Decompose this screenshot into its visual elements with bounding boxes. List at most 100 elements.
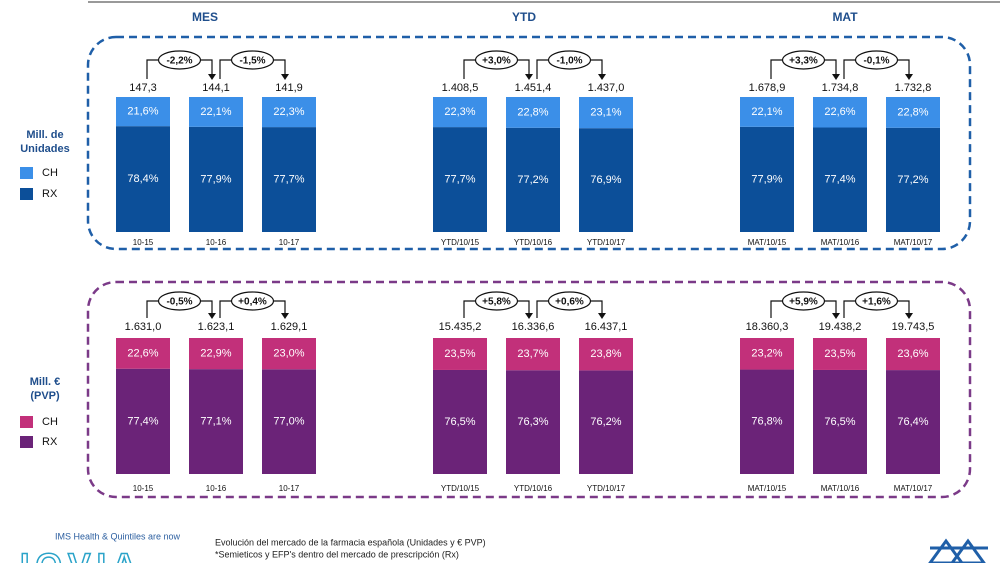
total-label: 1.629,1 (271, 321, 308, 333)
segment-label: 22,8% (897, 106, 928, 118)
footnote: *Semieticos y EFP's dentro del mercado d… (215, 549, 459, 559)
legend-label: CH (42, 416, 58, 428)
caption: Evolución del mercado de la farmacia esp… (215, 537, 486, 547)
segment-label: 22,3% (273, 106, 304, 118)
legend-label: RX (42, 436, 58, 448)
bar-segment (506, 97, 560, 128)
segment-label: 77,9% (751, 173, 782, 185)
segment-label: 23,7% (517, 348, 548, 360)
segment-label: 77,9% (200, 173, 231, 185)
category-label: MAT/10/17 (894, 238, 933, 247)
row-label: Mill. € (30, 376, 61, 388)
segment-label: 76,2% (590, 416, 621, 428)
bar-segment (433, 369, 487, 474)
total-label: 18.360,3 (746, 321, 789, 333)
change-badge (157, 50, 202, 70)
category-label: YTD/10/15 (441, 484, 480, 493)
segment-label: 23,5% (824, 348, 855, 360)
change-badge (474, 50, 519, 70)
change-arrowhead (905, 74, 913, 80)
legend-swatch (20, 416, 33, 428)
segment-label: 77,4% (824, 174, 855, 186)
change-badge (547, 50, 592, 70)
category-label: YTD/10/15 (441, 238, 480, 247)
category-label: MAT/10/15 (748, 484, 787, 493)
change-arrowhead (598, 313, 606, 319)
category-label: MAT/10/16 (821, 484, 860, 493)
bar-segment (886, 127, 940, 232)
legend-swatch (20, 167, 33, 179)
total-label: 1.437,0 (588, 82, 625, 94)
row-label: Unidades (20, 143, 70, 155)
change-badge (781, 50, 826, 70)
bar-segment (579, 370, 633, 474)
segment-label: 22,6% (824, 106, 855, 118)
bar-segment (116, 126, 170, 232)
total-label: 16.437,1 (585, 321, 628, 333)
category-label: YTD/10/17 (587, 484, 626, 493)
change-label: +0,4% (238, 297, 267, 308)
change-arrowhead (208, 313, 216, 319)
category-label: YTD/10/17 (587, 238, 626, 247)
segment-label: 22,8% (517, 106, 548, 118)
change-arrowhead (281, 313, 289, 319)
change-label: +1,6% (862, 297, 891, 308)
segment-label: 76,3% (517, 416, 548, 428)
bar-segment (116, 338, 170, 369)
segment-label: 21,6% (127, 105, 158, 117)
change-label: -1,0% (556, 56, 582, 67)
change-badge (230, 291, 275, 311)
bar-segment (740, 338, 794, 370)
change-arrowhead (905, 313, 913, 319)
bar-segment (813, 127, 867, 232)
segment-label: 22,1% (751, 106, 782, 118)
segment-label: 23,1% (590, 106, 621, 118)
total-label: 1.623,1 (198, 321, 235, 333)
category-label: 10-16 (206, 238, 227, 247)
bar-segment (262, 97, 316, 128)
segment-label: 76,5% (824, 416, 855, 428)
change-label: +0,6% (555, 297, 584, 308)
brand-logo: IQVIA (20, 547, 143, 563)
segment-label: 22,6% (127, 347, 158, 359)
category-label: 10-16 (206, 484, 227, 493)
segment-label: 77,0% (273, 416, 304, 428)
change-badge (474, 291, 519, 311)
total-label: 1.631,0 (125, 321, 162, 333)
category-label: 10-15 (133, 484, 154, 493)
segment-label: 77,1% (200, 415, 231, 427)
change-label: -1,5% (239, 56, 265, 67)
segment-label: 76,4% (897, 416, 928, 428)
segment-label: 76,5% (444, 416, 475, 428)
segment-label: 23,0% (273, 348, 304, 360)
segment-label: 77,7% (273, 173, 304, 185)
column-title: YTD (512, 10, 536, 24)
column-title: MAT (832, 10, 858, 24)
change-label: +5,8% (482, 297, 511, 308)
bar-segment (189, 369, 243, 474)
category-label: YTD/10/16 (514, 238, 553, 247)
column-title: MES (192, 10, 218, 24)
change-label: -2,2% (166, 56, 192, 67)
bar-segment (433, 97, 487, 128)
segment-label: 22,9% (200, 347, 231, 359)
change-badge (854, 50, 899, 70)
segment-label: 77,4% (127, 415, 158, 427)
bar-segment (189, 338, 243, 370)
legend-swatch (20, 188, 33, 200)
change-arrowhead (525, 74, 533, 80)
bar-segment (262, 338, 316, 370)
bar-segment (189, 97, 243, 127)
category-label: 10-15 (133, 238, 154, 247)
category-label: MAT/10/16 (821, 238, 860, 247)
total-label: 141,9 (275, 82, 303, 94)
change-badge (854, 291, 899, 311)
change-badge (230, 50, 275, 70)
change-label: -0,1% (863, 56, 889, 67)
legend-swatch (20, 436, 33, 448)
category-label: 10-17 (279, 484, 300, 493)
change-arrowhead (832, 313, 840, 319)
segment-label: 23,6% (897, 348, 928, 360)
segment-label: 77,7% (444, 173, 475, 185)
